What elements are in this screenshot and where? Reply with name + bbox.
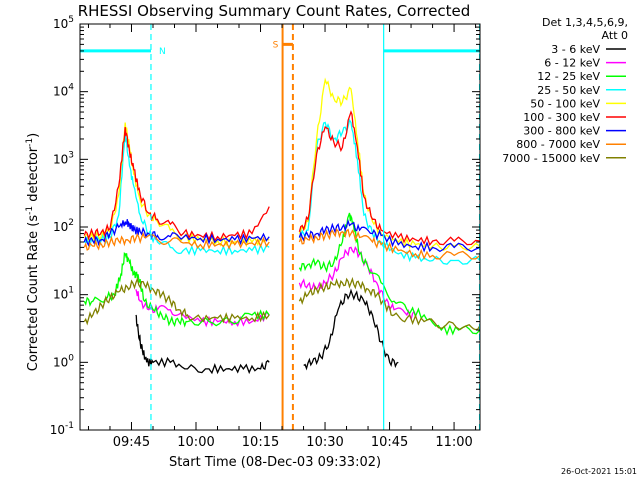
night-label: N bbox=[159, 47, 166, 57]
plot-frame bbox=[79, 23, 481, 431]
legend-label-1: 3 - 6 keV bbox=[551, 43, 600, 56]
x-tick-label-1: 09:45 bbox=[113, 435, 150, 450]
series-line-5-seg-1 bbox=[83, 122, 270, 248]
chart-title: RHESSI Observing Summary Count Rates, Co… bbox=[78, 2, 471, 20]
series-line-4-seg-1 bbox=[84, 132, 270, 257]
series-line-1-seg-2 bbox=[303, 288, 399, 371]
series-line-2-seg-2 bbox=[298, 245, 417, 321]
legend-label-9: 7000 - 15000 keV bbox=[502, 152, 600, 165]
y-tick-label-7: 105 bbox=[53, 15, 74, 31]
x-axis-label: Start Time (08-Dec-03 09:33:02) bbox=[169, 455, 381, 470]
x-tick-label-3: 10:15 bbox=[242, 435, 279, 450]
legend-label-7: 300 - 800 keV bbox=[523, 125, 600, 138]
timestamp: 26-Oct-2021 15:01 bbox=[561, 467, 637, 476]
x-tick-label-5: 10:45 bbox=[371, 435, 408, 450]
legend-label-2: 6 - 12 keV bbox=[544, 57, 600, 70]
y-tick-label-4: 102 bbox=[53, 218, 74, 234]
series-line-6-seg-1 bbox=[83, 126, 270, 242]
y-tick-label-1: 10-1 bbox=[50, 421, 74, 437]
axes-layer: 09:45 10:00 10:15 10:30 10:45 11:00 10-1 100 101… bbox=[50, 15, 481, 450]
saa-label: S bbox=[273, 40, 279, 50]
legend-label-8: 800 - 7000 keV bbox=[516, 138, 600, 151]
y-tick-label-5: 103 bbox=[53, 150, 74, 166]
x-tick-label-6: 11:00 bbox=[435, 435, 472, 450]
series-line-7-seg-2 bbox=[298, 218, 481, 253]
y-axis-label: Corrected Count Rate (s-1 detector-1) bbox=[25, 133, 41, 371]
marker-layer: NS bbox=[80, 24, 481, 430]
legend-label-5: 50 - 100 keV bbox=[530, 97, 600, 110]
series-layer bbox=[83, 77, 481, 375]
y-tick-label-6: 104 bbox=[53, 83, 74, 99]
series-line-8-seg-2 bbox=[298, 228, 481, 260]
x-tick-label-2: 10:00 bbox=[177, 435, 214, 450]
y-tick-label-2: 100 bbox=[53, 353, 74, 369]
legend-header-1: Det 1,3,4,5,6,9, bbox=[542, 16, 628, 29]
y-tick-label-3: 101 bbox=[53, 286, 74, 302]
legend-label-3: 12 - 25 keV bbox=[537, 70, 600, 83]
series-line-5-seg-2 bbox=[298, 77, 481, 252]
series-line-1-seg-1 bbox=[135, 314, 270, 375]
legend-label-6: 100 - 300 keV bbox=[523, 111, 600, 124]
legend-label-4: 25 - 50 keV bbox=[537, 84, 600, 97]
series-line-7-seg-1 bbox=[83, 219, 270, 248]
x-tick-label-4: 10:30 bbox=[306, 435, 343, 450]
legend-header-2: Att 0 bbox=[602, 29, 628, 42]
series-line-9-seg-2 bbox=[298, 276, 481, 331]
series-line-9-seg-1 bbox=[83, 276, 270, 326]
series-line-6-seg-2 bbox=[298, 110, 481, 247]
